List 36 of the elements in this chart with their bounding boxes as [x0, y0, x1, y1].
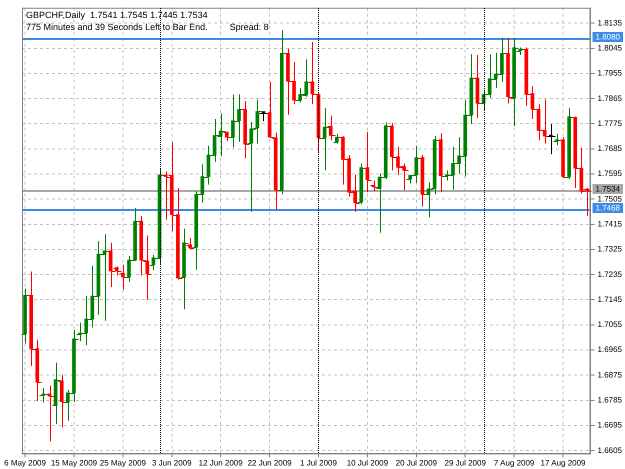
x-tick-label: 7 Aug 2009 [494, 458, 535, 468]
y-tick-label: 1.8045 [598, 44, 623, 53]
y-tick-label: 1.7685 [598, 144, 623, 154]
x-tick-label: 1 Jul 2009 [300, 458, 338, 468]
ref-line-label: 1.7468 [596, 204, 621, 213]
x-tick-label: 20 Jul 2009 [396, 458, 438, 468]
x-tick-label: 12 Jun 2009 [198, 458, 244, 468]
y-tick-label: 1.7055 [598, 320, 623, 330]
y-tick-label: 1.6785 [598, 396, 623, 405]
y-tick-label: 1.6695 [598, 420, 623, 430]
y-tick-label: 1.7415 [598, 220, 623, 229]
annotation: Spread: 8 [230, 22, 269, 32]
ref-line-label: 1.7534 [596, 184, 621, 194]
y-tick-label: 1.6875 [598, 370, 623, 380]
x-tick-label: 6 May 2009 [4, 458, 47, 468]
y-tick-label: 1.7145 [598, 294, 623, 304]
y-tick-label: 1.7595 [598, 169, 623, 178]
x-tick-label: 17 Aug 2009 [540, 458, 586, 468]
y-tick-label: 1.7955 [598, 68, 623, 78]
y-tick-label: 1.7505 [598, 194, 623, 204]
x-tick-label: 25 May 2009 [100, 458, 147, 468]
y-tick-label: 1.7865 [598, 94, 623, 103]
text: 775 Minutes and 39 Seconds Left to Bar End. [26, 22, 208, 32]
y-tick-label: 1.6965 [598, 345, 623, 354]
y-tick-label: 1.6605 [598, 446, 623, 455]
y-tick-label: 1.7775 [598, 118, 623, 128]
x-tick-label: 22 Jun 2009 [248, 458, 292, 468]
x-tick-label: 15 May 2009 [50, 458, 98, 468]
y-tick-label: 1.7325 [598, 244, 623, 254]
y-tick-label: 1.8135 [598, 18, 623, 28]
x-tick-label: 29 Jul 2009 [444, 458, 486, 468]
ref-line-label: 1.8080 [596, 32, 621, 42]
chart-title: GBPCHF,Daily 1.7541 1.7545 1.7445 1.7534 [26, 10, 208, 20]
x-tick-label: 10 Jul 2009 [346, 458, 389, 468]
y-tick-label: 1.7235 [598, 270, 623, 279]
x-tick-label: 3 Jun 2009 [152, 458, 192, 468]
